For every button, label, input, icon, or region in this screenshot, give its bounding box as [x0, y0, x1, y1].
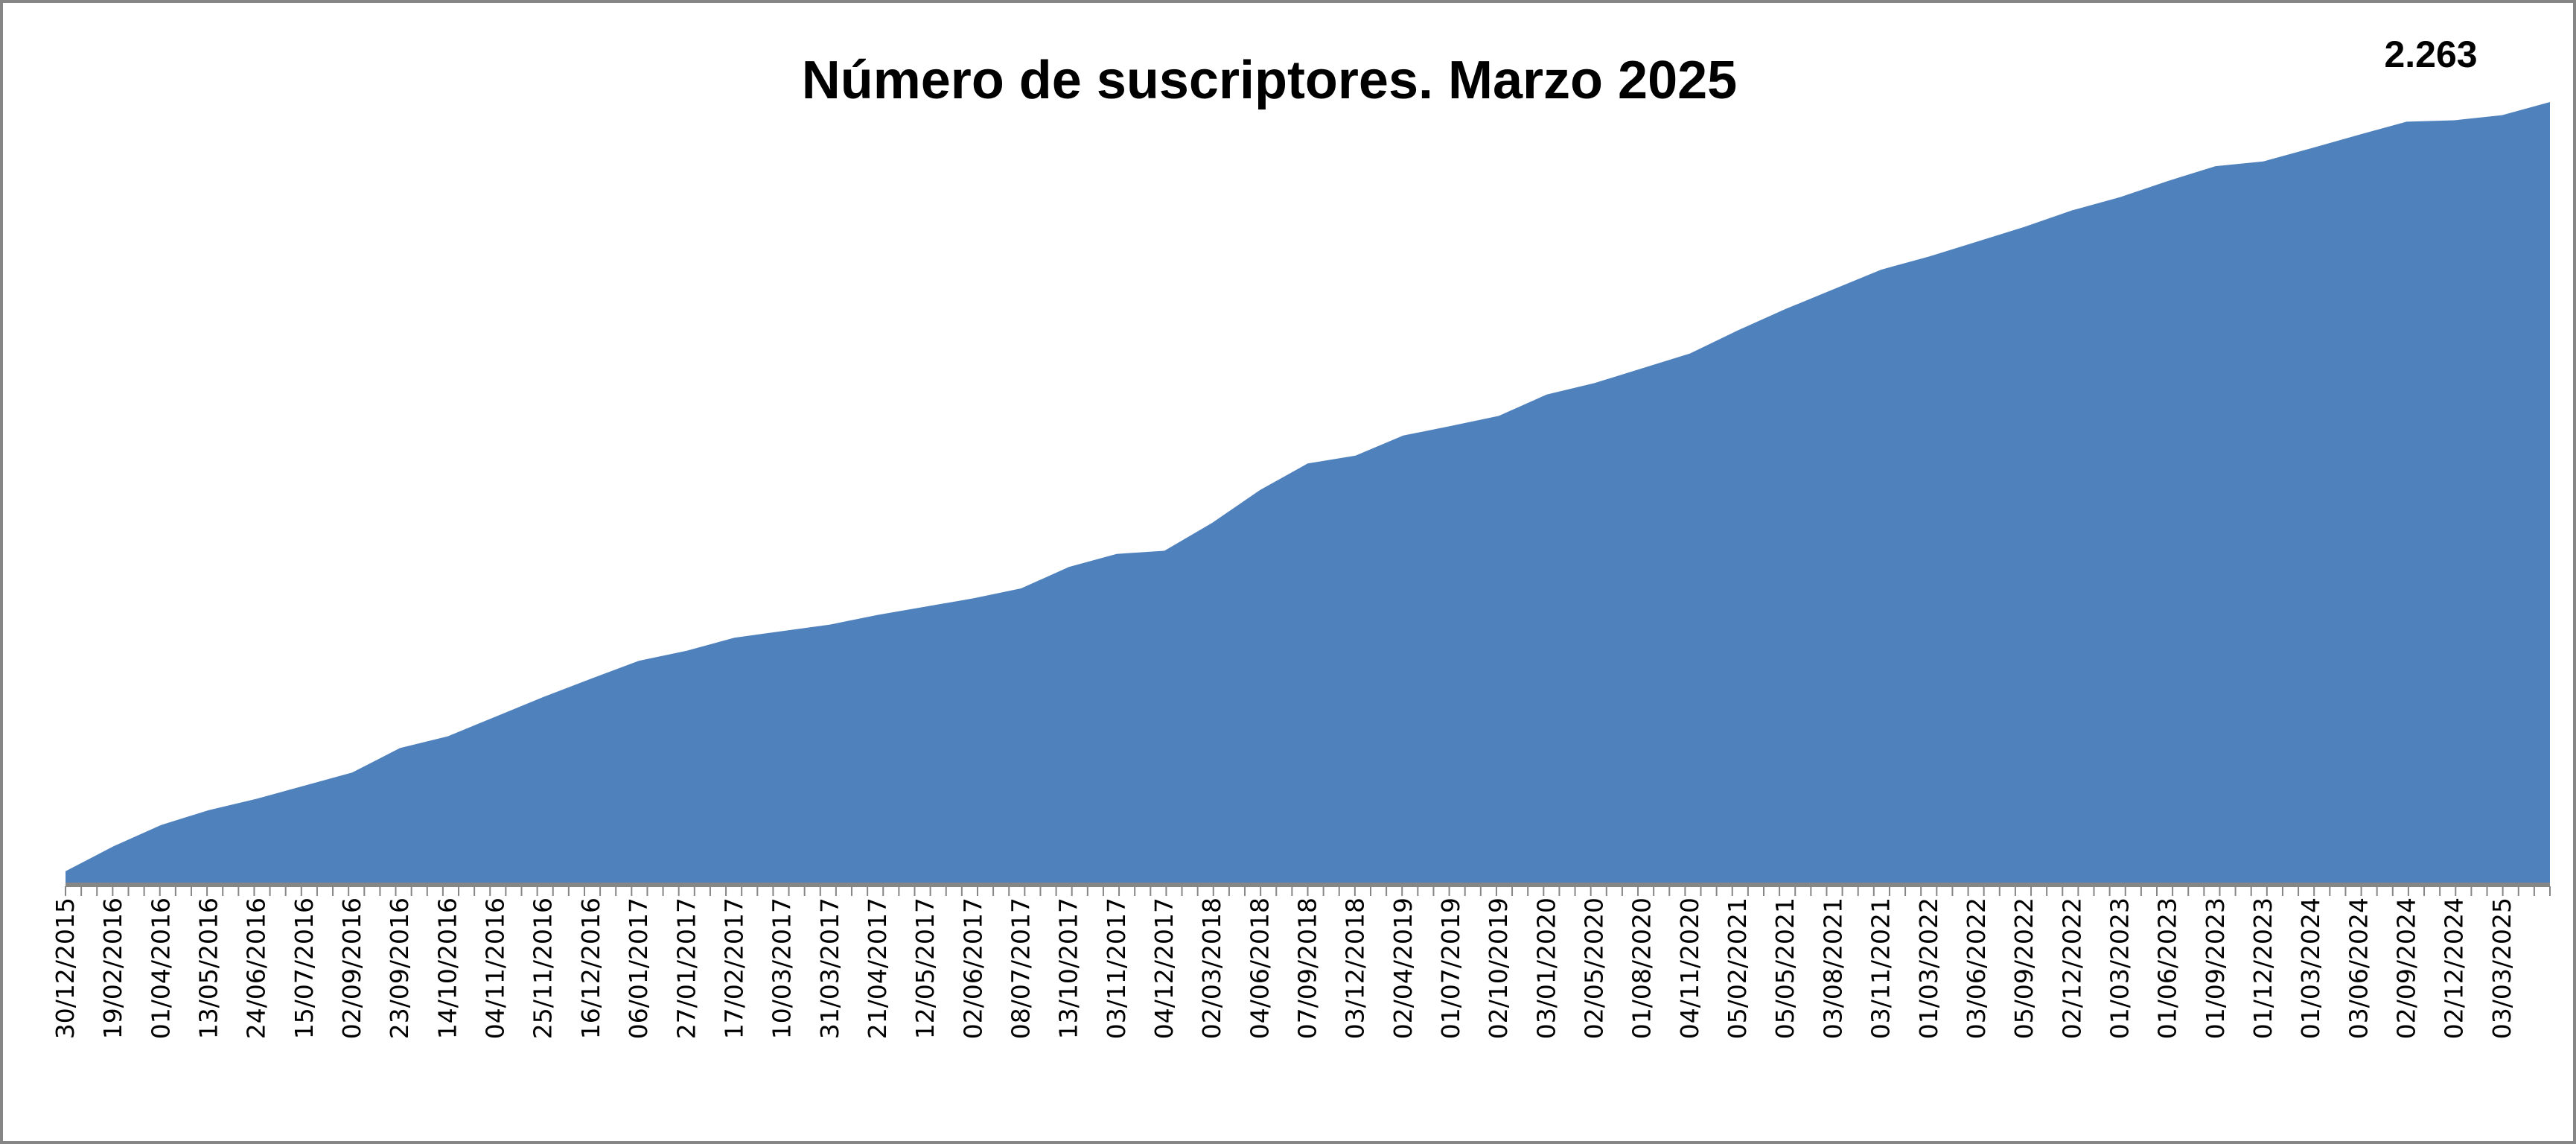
x-tick-label: 03/01/2020 — [1531, 897, 1560, 1039]
x-tick-label: 01/12/2023 — [2248, 897, 2277, 1039]
x-tick-label: 16/12/2016 — [576, 897, 605, 1039]
x-tick-label: 01/04/2016 — [146, 897, 175, 1039]
x-tick-label: 12/05/2017 — [911, 897, 940, 1039]
x-tick-label: 03/03/2025 — [2487, 897, 2516, 1039]
x-tick-label: 01/09/2023 — [2201, 897, 2230, 1039]
x-tick-label: 01/07/2019 — [1436, 897, 1465, 1039]
x-tick-label: 02/06/2017 — [958, 897, 987, 1039]
x-tick-label: 24/06/2016 — [242, 897, 271, 1039]
x-tick-label: 25/11/2016 — [529, 897, 558, 1039]
x-tick-label: 01/08/2020 — [1627, 897, 1657, 1039]
x-tick-label: 02/04/2019 — [1389, 897, 1418, 1039]
x-tick-label: 01/06/2023 — [2153, 897, 2182, 1039]
x-tick-label: 02/12/2024 — [2440, 897, 2469, 1039]
x-tick-label: 02/09/2024 — [2391, 897, 2420, 1039]
x-tick-label: 01/03/2024 — [2296, 897, 2325, 1039]
x-tick-label: 04/11/2020 — [1675, 897, 1704, 1039]
x-tick-label: 23/09/2016 — [385, 897, 414, 1039]
x-tick-label: 13/05/2016 — [194, 897, 223, 1039]
x-tick-label: 03/06/2022 — [1962, 897, 1991, 1039]
x-tick-label: 07/09/2018 — [1293, 897, 1322, 1039]
x-tick-label: 01/03/2022 — [1914, 897, 1943, 1039]
x-tick-label: 03/06/2024 — [2344, 897, 2373, 1039]
x-tick-label: 17/02/2017 — [719, 897, 748, 1039]
x-tick-label: 13/10/2017 — [1054, 897, 1083, 1039]
data-label-last: 2.263 — [2384, 34, 2477, 75]
x-tick-label: 27/01/2017 — [672, 897, 701, 1039]
x-tick-label: 02/09/2016 — [337, 897, 366, 1039]
x-tick-label: 02/12/2022 — [2057, 897, 2086, 1039]
x-tick-label: 10/03/2017 — [768, 897, 797, 1039]
x-tick-label: 03/08/2021 — [1818, 897, 1847, 1039]
x-tick-label: 05/05/2021 — [1770, 897, 1799, 1039]
x-tick-label: 08/07/2017 — [1006, 897, 1035, 1039]
chart-title: Número de suscriptores. Marzo 2025 — [802, 51, 1737, 110]
x-tick-label: 14/10/2016 — [433, 897, 462, 1039]
x-tick-label: 03/11/2021 — [1866, 897, 1896, 1039]
x-tick-label: 30/12/2015 — [51, 897, 80, 1039]
x-tick-label: 03/11/2017 — [1102, 897, 1131, 1039]
x-tick-label: 03/12/2018 — [1341, 897, 1370, 1039]
x-tick-label: 05/02/2021 — [1723, 897, 1752, 1039]
plot-area: 30/12/2015 19/02/2016 01/04/2016 13/05/2016… — [51, 102, 2551, 1039]
x-tick-label: 31/03/2017 — [815, 897, 844, 1039]
x-tick-label: 02/03/2018 — [1197, 897, 1226, 1039]
x-tick-label: 02/05/2020 — [1580, 897, 1609, 1039]
x-tick-label: 01/03/2023 — [2105, 897, 2134, 1039]
x-tick-label: 06/01/2017 — [624, 897, 653, 1039]
x-tick-label: 04/06/2018 — [1245, 897, 1274, 1039]
x-tick-label: 19/02/2016 — [98, 897, 127, 1039]
x-tick-label: 15/07/2016 — [290, 897, 319, 1039]
x-tick-label: 02/10/2019 — [1484, 897, 1513, 1039]
x-tick-label: 04/11/2016 — [481, 897, 510, 1039]
x-tick-label: 21/04/2017 — [863, 897, 892, 1039]
x-tick-label: 04/12/2017 — [1150, 897, 1179, 1039]
area-series — [66, 102, 2550, 883]
x-tick-label: 05/09/2022 — [2009, 897, 2038, 1039]
